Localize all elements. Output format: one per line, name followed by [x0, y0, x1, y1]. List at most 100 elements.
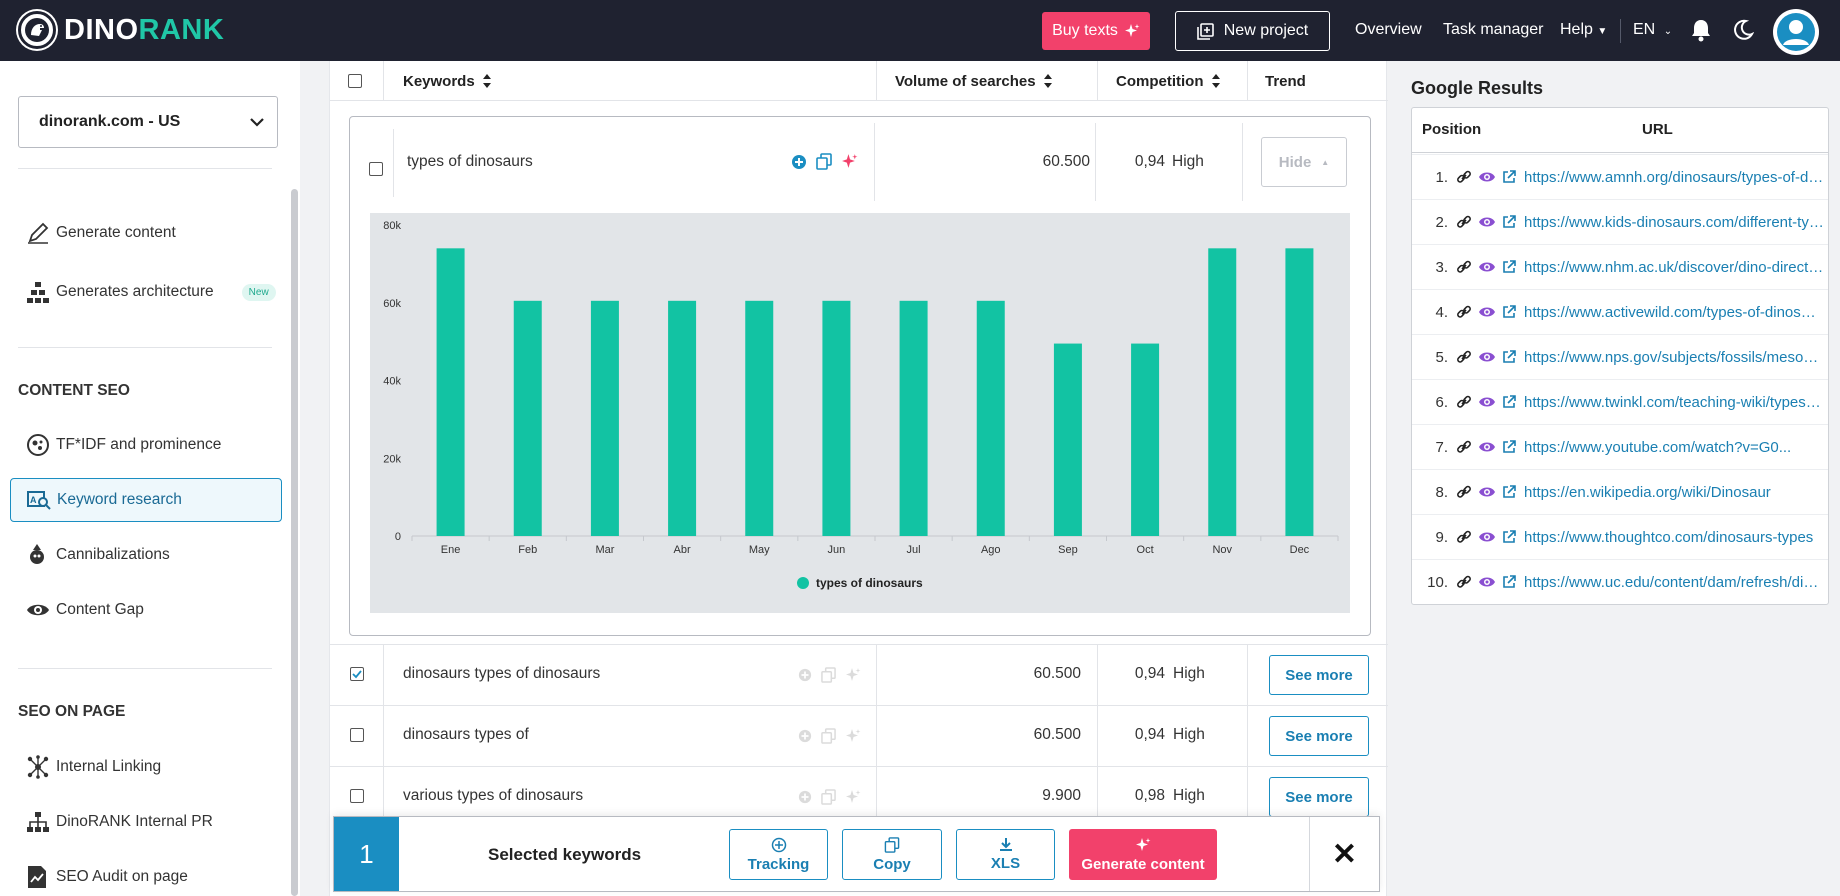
result-url-link[interactable]: https://www.nps.gov/subjects/fossils/mes…: [1524, 348, 1824, 366]
new-project-button[interactable]: New project: [1175, 11, 1330, 51]
result-url-link[interactable]: https://www.thoughtco.com/dinosaurs-type…: [1524, 528, 1814, 546]
see-more-button[interactable]: See more: [1269, 777, 1369, 817]
link-icon[interactable]: [1456, 484, 1472, 500]
eye-icon[interactable]: [1478, 216, 1496, 228]
hide-chart-button[interactable]: Hide ▲: [1261, 137, 1347, 187]
language-select[interactable]: EN ⌄: [1633, 21, 1673, 38]
logo[interactable]: DINORANK: [18, 11, 224, 49]
user-avatar[interactable]: [1773, 9, 1819, 55]
select-all-checkbox[interactable]: [348, 61, 362, 101]
external-link-icon[interactable]: [1502, 350, 1516, 364]
result-url-link[interactable]: https://www.activewild.com/types-of-dino…: [1524, 303, 1824, 321]
result-url-link[interactable]: https://www.twinkl.com/teaching-wiki/typ…: [1524, 393, 1824, 411]
eye-icon[interactable]: [1478, 486, 1496, 498]
volume-value: 9.900: [1042, 787, 1081, 804]
external-link-icon[interactable]: [1502, 305, 1516, 319]
nav-overview[interactable]: Overview: [1355, 21, 1422, 38]
sparkle-icon[interactable]: [841, 153, 858, 170]
column-header-competition[interactable]: Competition: [1116, 61, 1221, 101]
project-select[interactable]: dinorank.com - US: [18, 96, 278, 148]
external-link-icon[interactable]: [1502, 530, 1516, 544]
link-icon[interactable]: [1456, 304, 1472, 320]
add-circle-icon[interactable]: [798, 668, 812, 682]
eye-icon[interactable]: [1478, 441, 1496, 453]
copy-icon[interactable]: [821, 728, 836, 744]
result-position: 10.: [1427, 573, 1448, 591]
eye-icon[interactable]: [1478, 306, 1496, 318]
external-link-icon[interactable]: [1502, 395, 1516, 409]
add-circle-icon[interactable]: [798, 729, 812, 743]
link-icon[interactable]: [1456, 574, 1472, 590]
eye-icon[interactable]: [1478, 261, 1496, 273]
link-icon[interactable]: [1456, 529, 1472, 545]
sparkle-icon[interactable]: [845, 789, 861, 805]
sidebar: dinorank.com - US Generate content Gener…: [0, 61, 300, 896]
external-link-icon[interactable]: [1502, 170, 1516, 184]
link-icon[interactable]: [1456, 259, 1472, 275]
close-icon[interactable]: ✕: [1309, 817, 1379, 891]
copy-icon[interactable]: [816, 153, 832, 170]
sitemap-icon: [26, 809, 56, 835]
link-icon[interactable]: [1456, 394, 1472, 410]
link-icon[interactable]: [1456, 349, 1472, 365]
sparkle-icon[interactable]: [845, 667, 861, 683]
sidebar-scrollbar[interactable]: [291, 189, 298, 896]
google-results-panel: Position URL 1. https://www.amnh.org/dino…: [1411, 107, 1829, 605]
nav-help[interactable]: Help ▼: [1560, 21, 1608, 38]
result-url-link[interactable]: https://en.wikipedia.org/wiki/Dinosaur: [1524, 483, 1771, 501]
result-url-link[interactable]: https://www.kids-dinosaurs.com/different…: [1524, 213, 1824, 231]
sidebar-item-generates-architecture[interactable]: Generates architecture New: [10, 270, 282, 314]
result-url-link[interactable]: https://www.amnh.org/dinosaurs/types-of-…: [1524, 168, 1824, 186]
eye-icon[interactable]: [1478, 351, 1496, 363]
see-more-button[interactable]: See more: [1269, 655, 1369, 695]
buy-texts-button[interactable]: Buy texts: [1042, 12, 1150, 50]
see-more-button[interactable]: See more: [1269, 716, 1369, 756]
row-checkbox[interactable]: [350, 789, 364, 803]
link-icon[interactable]: [1456, 439, 1472, 455]
tracking-button[interactable]: Tracking: [729, 829, 828, 880]
sidebar-item-internal-pr[interactable]: DinoRANK Internal PR: [10, 800, 282, 844]
generate-content-button[interactable]: Generate content: [1069, 829, 1217, 880]
google-result-row: 3. https://www.nhm.ac.uk/discover/dino-di…: [1412, 244, 1828, 289]
eye-icon[interactable]: [1478, 531, 1496, 543]
eye-icon[interactable]: [1478, 576, 1496, 588]
sidebar-item-generate-content[interactable]: Generate content: [10, 211, 282, 255]
link-icon[interactable]: [1456, 214, 1472, 230]
y-tick-label: 20k: [383, 453, 401, 465]
sidebar-item-seo-audit[interactable]: SEO Audit on page: [10, 855, 282, 896]
column-header-volume[interactable]: Volume of searches: [895, 61, 1053, 101]
sparkle-icon[interactable]: [845, 728, 861, 744]
result-position: 1.: [1435, 168, 1448, 186]
add-circle-icon[interactable]: [798, 790, 812, 804]
nav-task-manager[interactable]: Task manager: [1443, 21, 1544, 38]
sidebar-item-internal-linking[interactable]: Internal Linking: [10, 745, 282, 789]
external-link-icon[interactable]: [1502, 440, 1516, 454]
sidebar-item-keyword-research[interactable]: A Keyword research: [10, 478, 282, 522]
result-url-link[interactable]: https://www.nhm.ac.uk/discover/dino-dire…: [1524, 258, 1824, 276]
external-link-icon[interactable]: [1502, 215, 1516, 229]
row-checkbox[interactable]: [350, 728, 364, 742]
sidebar-item-content-gap[interactable]: Content Gap: [10, 588, 282, 632]
external-link-icon[interactable]: [1502, 485, 1516, 499]
dark-mode-moon-icon[interactable]: [1730, 17, 1756, 43]
column-header-keywords[interactable]: Keywords: [403, 61, 492, 101]
result-position: 7.: [1435, 438, 1448, 456]
row-checkbox[interactable]: [369, 162, 383, 176]
result-url-link[interactable]: https://www.youtube.com/watch?v=G0...: [1524, 438, 1792, 456]
copy-button[interactable]: Copy: [842, 829, 942, 880]
xls-export-button[interactable]: XLS: [956, 829, 1055, 880]
x-tick-label: Sep: [1058, 544, 1078, 556]
external-link-icon[interactable]: [1502, 260, 1516, 274]
sidebar-item-tfidf[interactable]: TF*IDF and prominence: [10, 423, 282, 467]
add-circle-icon[interactable]: [791, 154, 807, 170]
copy-icon[interactable]: [821, 667, 836, 683]
eye-icon[interactable]: [1478, 171, 1496, 183]
external-link-icon[interactable]: [1502, 575, 1516, 589]
row-checkbox[interactable]: [350, 667, 364, 681]
result-url-link[interactable]: https://www.uc.edu/content/dam/refresh/d…: [1524, 573, 1824, 591]
link-icon[interactable]: [1456, 169, 1472, 185]
copy-icon[interactable]: [821, 789, 836, 805]
bell-icon[interactable]: [1688, 17, 1714, 43]
eye-icon[interactable]: [1478, 396, 1496, 408]
sidebar-item-cannibalizations[interactable]: Cannibalizations: [10, 533, 282, 577]
